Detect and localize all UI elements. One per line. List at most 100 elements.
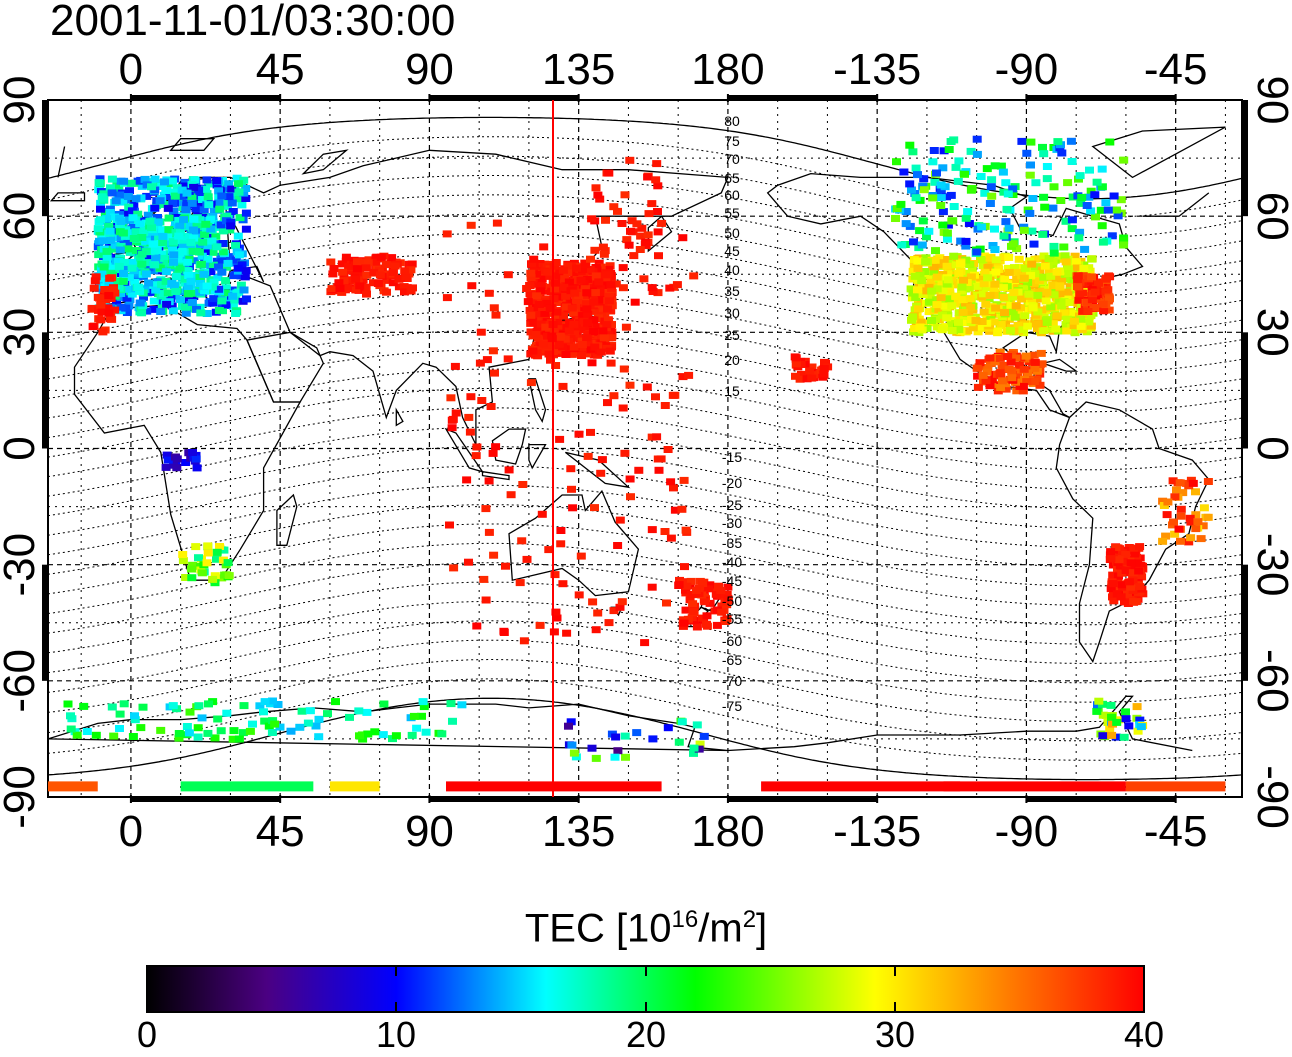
tec-cell — [221, 277, 231, 285]
tec-cell — [341, 253, 351, 261]
tec-cell — [554, 272, 564, 280]
tec-cell — [1121, 551, 1131, 558]
tec-cell — [223, 202, 232, 210]
tec-cell — [668, 391, 678, 399]
tec-cell — [119, 177, 129, 185]
tec-cell — [1059, 298, 1069, 306]
tec-cell — [1107, 232, 1117, 240]
tec-cell — [168, 702, 178, 710]
tec-cell — [1022, 149, 1032, 157]
tec-cell — [126, 179, 136, 187]
tec-cell — [155, 264, 165, 272]
tec-cell — [657, 219, 667, 227]
tec-cell — [924, 308, 934, 316]
tec-cell — [1101, 288, 1111, 296]
tec-cell — [489, 304, 499, 312]
tec-cell — [128, 733, 138, 740]
tec-cell — [104, 309, 114, 317]
lon-tick-label-bottom: -45 — [1144, 807, 1208, 856]
tec-cell — [956, 260, 965, 268]
tec-cell — [1096, 295, 1106, 303]
coastline — [246, 331, 325, 403]
lon-tick-label-bottom: 0 — [119, 807, 143, 856]
tec-cell — [580, 285, 590, 293]
tec-cell — [929, 147, 939, 154]
tec-cell — [617, 220, 627, 227]
tec-cell — [1029, 240, 1039, 248]
tec-cell — [695, 740, 705, 748]
coastline — [301, 149, 349, 175]
frame-band — [130, 797, 281, 802]
tec-cell — [964, 284, 974, 292]
tec-cell — [797, 370, 806, 378]
tec-cell — [567, 741, 577, 749]
tec-cell — [604, 169, 614, 177]
tec-cell — [174, 216, 184, 224]
tec-cell — [145, 217, 155, 225]
tec-cell — [531, 331, 541, 338]
tec-cell — [183, 258, 193, 266]
tec-cell — [124, 274, 134, 281]
tec-cell — [1004, 264, 1013, 272]
tec-cell — [819, 365, 829, 372]
tec-cell — [88, 323, 98, 331]
tec-cell — [923, 272, 933, 280]
tec-cell — [1111, 733, 1121, 741]
tec-cell — [221, 301, 231, 309]
tec-cell — [931, 247, 940, 255]
tec-cell — [1000, 309, 1009, 317]
tec-cell — [1097, 222, 1107, 230]
tec-cell — [217, 297, 227, 305]
tec-cell — [648, 288, 658, 295]
tec-cell — [954, 314, 964, 322]
tec-cell — [1004, 224, 1014, 232]
tec-cell — [417, 712, 426, 720]
lon-tick-label-bottom: 180 — [691, 807, 764, 856]
tec-cell — [1006, 326, 1015, 334]
tec-cell — [112, 297, 121, 305]
tec-strip — [48, 781, 98, 792]
tec-cell — [1031, 320, 1041, 328]
tec-cell — [1068, 193, 1078, 201]
tec-cell — [1039, 327, 1049, 334]
tec-cell — [161, 268, 171, 276]
tec-cell — [1013, 371, 1023, 378]
tec-cell — [212, 243, 222, 251]
tec-cell — [297, 707, 307, 715]
tec-cell — [472, 622, 482, 630]
tec-cell — [1008, 293, 1017, 301]
tec-cell — [419, 703, 429, 711]
tec-cell — [583, 339, 593, 347]
tec-cell — [102, 247, 112, 255]
tec-cell — [634, 466, 644, 474]
tec-cell — [212, 181, 222, 189]
tec-cell — [211, 232, 221, 240]
tec-cell — [1120, 598, 1129, 606]
tec-cell — [1098, 238, 1108, 246]
tec-cell — [1176, 512, 1186, 520]
tec-cell — [234, 195, 244, 203]
tec-cell — [209, 295, 219, 303]
tec-cell — [135, 299, 145, 307]
tec-cell — [973, 383, 983, 391]
tec-cell — [1001, 179, 1011, 187]
tec-cell — [1079, 264, 1089, 272]
tec-cell — [598, 243, 608, 251]
tec-cell — [161, 463, 171, 471]
tec-cell — [1121, 708, 1130, 716]
tec-cell — [486, 403, 496, 410]
lon-tick-label-top: -45 — [1144, 45, 1208, 94]
magnetic-latitude-label: 40 — [724, 262, 740, 278]
tec-cell — [610, 753, 620, 761]
tec-cell — [127, 290, 137, 298]
tec-cell — [932, 273, 942, 281]
tec-cell — [1059, 309, 1069, 317]
tec-cell — [1001, 385, 1011, 393]
tec-cell — [446, 394, 456, 402]
coastline — [395, 407, 404, 427]
tec-cell — [155, 297, 165, 305]
tec-cell — [224, 193, 234, 201]
tec-cell — [101, 296, 111, 304]
tec-cell — [179, 216, 188, 224]
tec-cell — [107, 189, 117, 197]
